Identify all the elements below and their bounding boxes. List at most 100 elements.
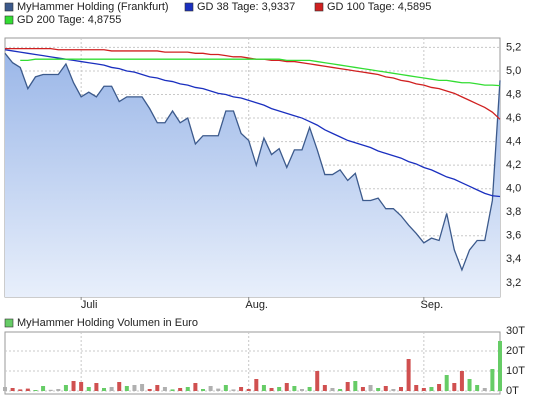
volume-bar xyxy=(414,385,419,391)
legend-label: GD 100 Tage: 4,5895 xyxy=(327,1,431,13)
volume-bar xyxy=(482,388,487,391)
volume-bar xyxy=(444,375,449,391)
volume-bar xyxy=(284,383,289,391)
price-area xyxy=(5,53,500,297)
volume-bar xyxy=(406,359,411,391)
y-tick-label: 4,0 xyxy=(506,183,521,195)
volume-bar xyxy=(86,387,91,391)
volume-bar xyxy=(345,382,350,391)
volume-bar xyxy=(490,369,495,391)
y-tick-label: 3,2 xyxy=(506,277,521,289)
volume-bar xyxy=(94,383,99,391)
volume-bar xyxy=(170,389,175,391)
volume-bar xyxy=(322,385,327,391)
volume-bar xyxy=(261,385,266,391)
volume-bar xyxy=(399,387,403,391)
y-tick-label: 4,8 xyxy=(506,88,521,100)
volume-bar xyxy=(102,388,106,391)
volume-bar xyxy=(231,389,236,391)
volume-bar xyxy=(124,386,129,391)
volume-bar xyxy=(307,387,312,391)
volume-bar xyxy=(3,387,7,391)
y-tick-label: 3,6 xyxy=(506,230,521,242)
legend-swatch xyxy=(4,2,14,12)
volume-bar xyxy=(56,389,61,391)
y-tick-label: 3,4 xyxy=(506,253,521,265)
volume-bar xyxy=(33,390,38,391)
volume-bar xyxy=(155,385,160,391)
volume-bar xyxy=(71,381,76,391)
volume-bar xyxy=(117,382,122,391)
legend-swatch xyxy=(4,15,14,25)
volume-bar xyxy=(459,371,464,391)
legend-label: GD 38 Tage: 3,9337 xyxy=(197,1,295,13)
volume-bar xyxy=(498,341,502,391)
volume-bar xyxy=(368,385,373,391)
volume-bar xyxy=(467,379,472,391)
y-tick-label: 5,0 xyxy=(506,65,521,77)
volume-bar xyxy=(63,385,68,391)
volume-bar xyxy=(79,382,84,391)
legend-swatch xyxy=(4,318,14,328)
volume-bar xyxy=(216,388,221,391)
volume-bar xyxy=(193,383,198,391)
volume-bar xyxy=(338,389,343,391)
legend-label: MyHammer Holding (Frankfurt) xyxy=(17,1,169,13)
volume-bar xyxy=(315,371,320,391)
volume-bar xyxy=(376,388,381,391)
volume-bar xyxy=(109,387,114,391)
volume-bar xyxy=(246,389,251,391)
volume-bar xyxy=(162,387,167,391)
volume-bar xyxy=(254,379,259,391)
volume-bar xyxy=(25,388,30,391)
chart-title: MyHammer Holding Volumen in Euro xyxy=(17,317,198,329)
series-line xyxy=(4,52,501,272)
x-tick-label: Juli xyxy=(81,299,98,311)
volume-bar xyxy=(41,386,46,391)
volume-bar xyxy=(239,387,244,391)
volume-bar xyxy=(330,388,335,391)
volume-bar xyxy=(437,384,442,391)
y-tick-label: 0T xyxy=(506,385,519,397)
volume-bar xyxy=(223,385,228,391)
volume-bar xyxy=(147,389,152,391)
volume-bar xyxy=(300,389,304,391)
y-tick-label: 3,8 xyxy=(506,206,521,218)
legend-label: GD 200 Tage: 4,8755 xyxy=(17,14,121,26)
series-line xyxy=(4,49,501,198)
volume-bar xyxy=(421,388,426,391)
legend-swatch xyxy=(184,2,194,12)
volume-bar xyxy=(277,387,282,391)
volume-bar xyxy=(475,385,480,391)
x-tick-label: Aug. xyxy=(245,299,268,311)
y-tick-label: 4,2 xyxy=(506,159,521,171)
volume-bar xyxy=(178,388,183,391)
volume-bar xyxy=(10,388,15,391)
y-tick-label: 5,2 xyxy=(506,41,521,53)
volume-bar xyxy=(140,384,145,391)
volume-bar xyxy=(383,386,388,391)
volume-bar xyxy=(292,386,297,391)
volume-bar xyxy=(18,389,23,391)
volume-bar xyxy=(269,388,274,391)
volume-bar xyxy=(208,386,213,391)
volume-bar xyxy=(132,385,137,391)
y-tick-label: 30T xyxy=(506,325,525,337)
volume-bar xyxy=(391,389,396,391)
volume-bar xyxy=(48,389,53,391)
volume-bar xyxy=(201,389,205,391)
volume-plot-frame xyxy=(4,331,501,395)
volume-bar xyxy=(353,381,358,391)
legend-swatch xyxy=(314,2,324,12)
y-tick-label: 20T xyxy=(506,345,525,357)
volume-bar xyxy=(360,387,365,391)
plot-layer: 3,2 3,4 3,6 3,8 4,0 4,2 4,4 4,6 4,8 5,0 5,2 Juli Aug… xyxy=(3,1,525,397)
volume-bar xyxy=(185,387,190,391)
y-tick-label: 10T xyxy=(506,365,525,377)
y-tick-label: 4,4 xyxy=(506,136,521,148)
y-tick-label: 4,6 xyxy=(506,112,521,124)
series-line xyxy=(20,58,501,87)
volume-bar xyxy=(429,387,434,391)
x-tick-label: Sep. xyxy=(421,299,444,311)
